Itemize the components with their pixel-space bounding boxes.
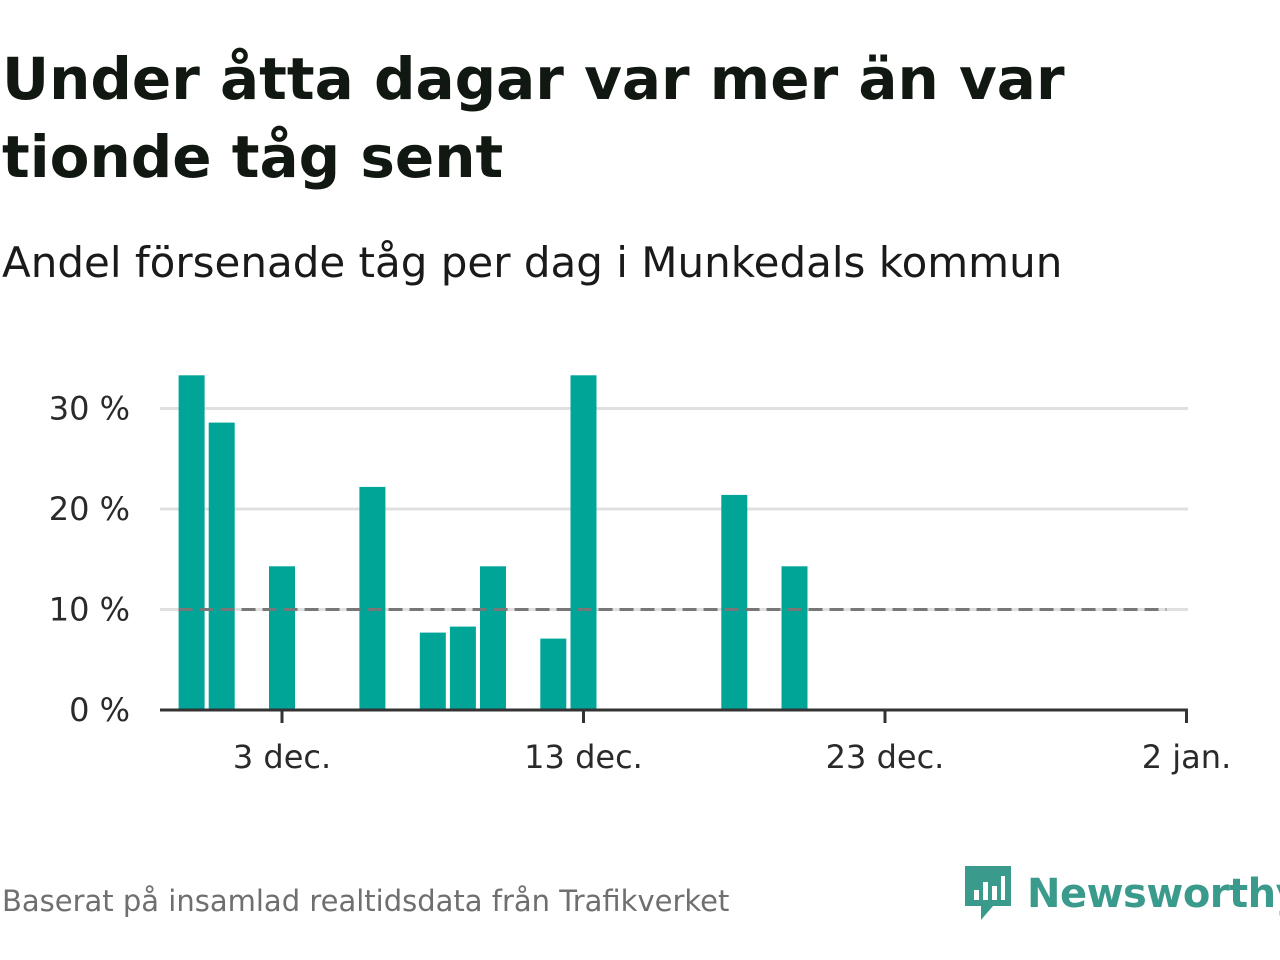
axes: 0 % 10 % 20 % 30 % 3 dec. 13 dec. 23 dec. 2 jan… (49, 390, 1232, 777)
y-tick-label: 0 % (69, 691, 130, 729)
brand-logo[interactable]: Newsworthy (963, 864, 1280, 924)
y-tick-label: 20 % (49, 490, 130, 528)
y-tick-label: 10 % (49, 591, 130, 629)
bars (178, 375, 808, 710)
bar-2023-12-09 (449, 626, 476, 710)
bar-2023-12-18 (721, 494, 748, 710)
bar-2023-12-08 (419, 632, 446, 710)
bar-2023-12-03 (269, 566, 295, 710)
gridlines (160, 407, 1188, 611)
chart-subtitle: Andel försenade tåg per dag i Munkedals … (2, 238, 1063, 287)
bar-2023-12-06 (359, 486, 386, 710)
brand-name: Newsworthy (1027, 871, 1280, 917)
x-tick-label: 13 dec. (524, 738, 643, 776)
bar-2023-12-20 (781, 566, 808, 710)
x-tick-label: 23 dec. (826, 738, 945, 776)
x-tick-label: 2 jan. (1142, 738, 1231, 776)
bar-2023-12-01 (208, 422, 235, 710)
bar-2023-12-12 (540, 638, 567, 710)
newsworthy-logo-icon (965, 866, 1011, 920)
source-note: Baserat på insamlad realtidsdata från Tr… (2, 884, 730, 918)
bar-2023-12-10 (480, 566, 506, 710)
x-tick-label: 3 dec. (233, 738, 331, 776)
chart-title: Under åtta dagar var mer än var tionde t… (2, 45, 1065, 191)
bar-2023-12-13 (570, 375, 597, 710)
y-tick-label: 30 % (49, 390, 130, 428)
bar-2023-11-30 (178, 375, 205, 710)
